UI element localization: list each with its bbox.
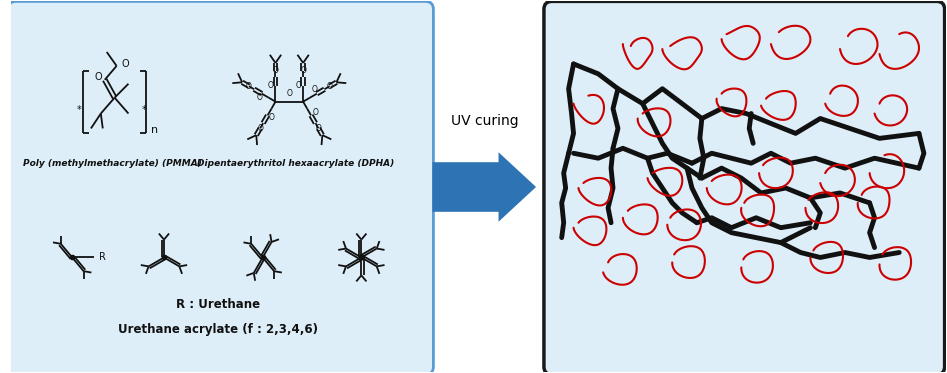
Text: O: O: [121, 59, 129, 69]
Text: *: *: [77, 104, 81, 115]
Text: O: O: [268, 81, 274, 90]
Text: O: O: [94, 72, 101, 82]
Text: O: O: [257, 94, 262, 103]
Text: O: O: [246, 82, 252, 91]
Text: O: O: [273, 66, 278, 75]
Text: UV curing: UV curing: [451, 115, 519, 128]
Text: Dipentaerythritol hexaacrylate (DPHA): Dipentaerythritol hexaacrylate (DPHA): [197, 159, 394, 168]
Text: O: O: [269, 113, 275, 122]
Text: O: O: [286, 89, 293, 98]
FancyArrow shape: [433, 152, 536, 222]
Text: O: O: [315, 124, 321, 133]
Text: O: O: [327, 82, 332, 91]
Text: O: O: [300, 66, 306, 75]
FancyBboxPatch shape: [8, 1, 434, 373]
Text: O: O: [312, 85, 317, 94]
FancyBboxPatch shape: [544, 1, 944, 373]
Text: R : Urethane: R : Urethane: [176, 298, 260, 311]
Text: Poly (methylmethacrylate) (PMMA): Poly (methylmethacrylate) (PMMA): [24, 159, 202, 168]
Text: n: n: [152, 125, 158, 135]
Text: O: O: [313, 109, 318, 117]
Text: O: O: [258, 124, 263, 133]
Text: *: *: [142, 104, 147, 115]
Text: R: R: [98, 253, 106, 263]
Text: O: O: [295, 81, 301, 90]
Text: Urethane acrylate (f : 2,3,4,6): Urethane acrylate (f : 2,3,4,6): [118, 323, 318, 336]
